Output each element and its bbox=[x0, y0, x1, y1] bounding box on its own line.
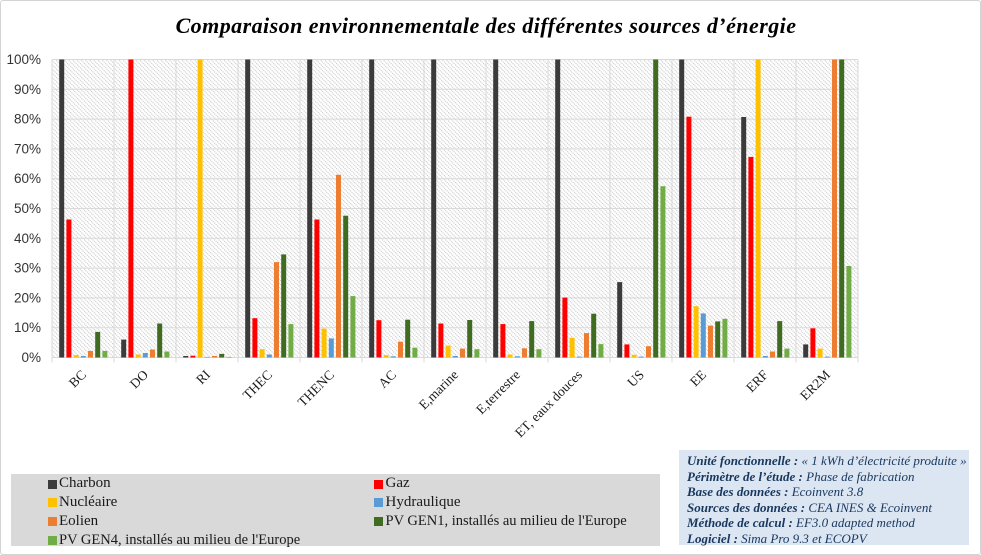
svg-text:ET, eaux douces: ET, eaux douces bbox=[512, 367, 585, 440]
svg-text:20%: 20% bbox=[14, 290, 41, 305]
svg-text:AC: AC bbox=[375, 367, 399, 391]
svg-text:80%: 80% bbox=[14, 112, 41, 127]
svg-text:ER2M: ER2M bbox=[797, 367, 833, 403]
svg-text:DO: DO bbox=[127, 367, 152, 392]
svg-text:ERF: ERF bbox=[743, 367, 771, 395]
svg-text:EE: EE bbox=[687, 367, 709, 389]
svg-text:50%: 50% bbox=[14, 201, 41, 216]
svg-text:100%: 100% bbox=[6, 52, 41, 67]
svg-text:30%: 30% bbox=[14, 261, 41, 276]
svg-text:10%: 10% bbox=[14, 320, 41, 335]
svg-text:RI: RI bbox=[193, 367, 214, 388]
svg-text:70%: 70% bbox=[14, 141, 41, 156]
svg-text:THEC: THEC bbox=[240, 367, 276, 403]
svg-text:BC: BC bbox=[66, 367, 89, 390]
svg-text:40%: 40% bbox=[14, 231, 41, 246]
svg-text:0%: 0% bbox=[21, 350, 41, 365]
svg-text:US: US bbox=[624, 367, 647, 390]
svg-text:E,terrestre: E,terrestre bbox=[473, 367, 523, 417]
svg-text:E,marine: E,marine bbox=[416, 367, 461, 412]
svg-text:60%: 60% bbox=[14, 171, 41, 186]
svg-text:THENC: THENC bbox=[295, 367, 337, 409]
svg-text:90%: 90% bbox=[14, 82, 41, 97]
